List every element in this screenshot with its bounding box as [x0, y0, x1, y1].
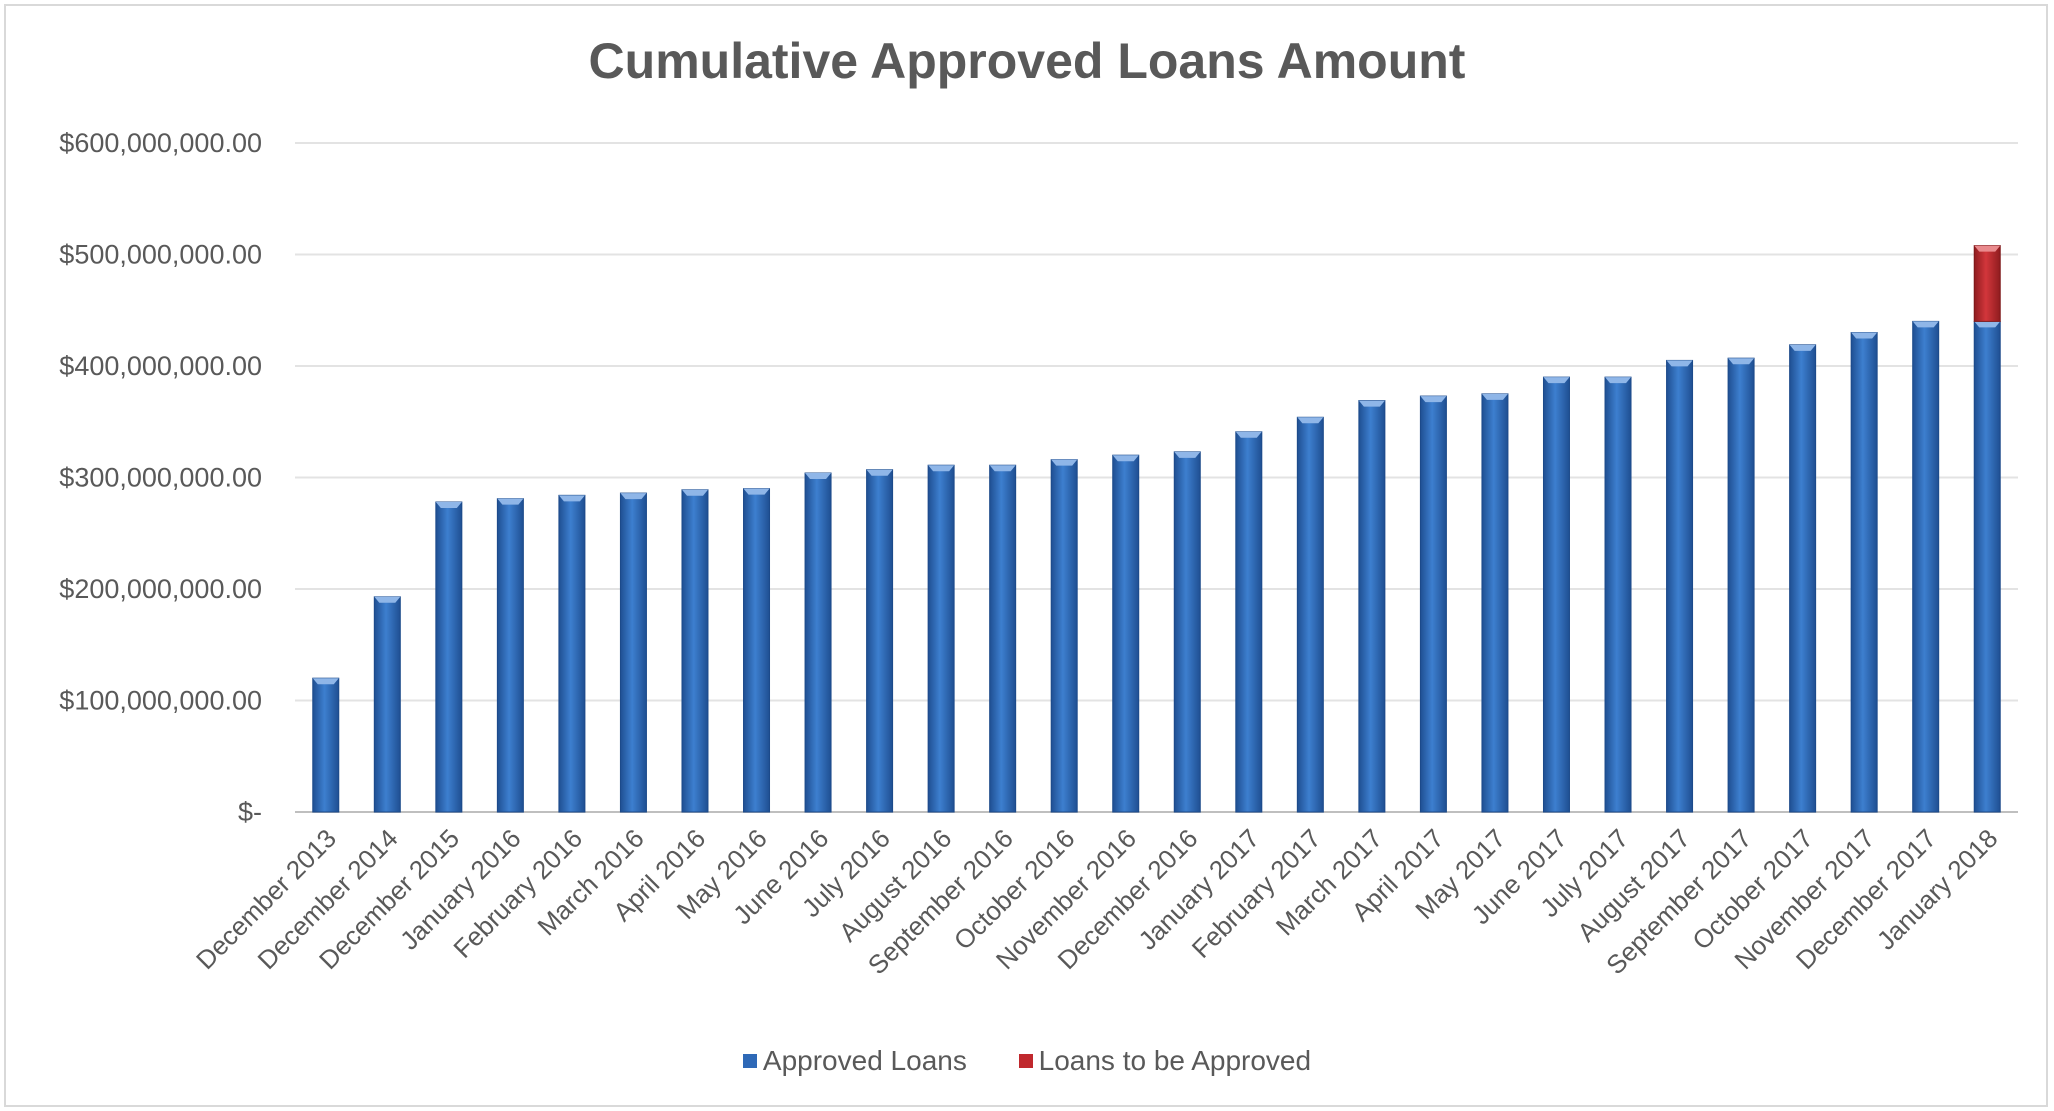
bar-approved-cap — [681, 489, 708, 496]
y-tick-label: $300,000,000.00 — [59, 463, 262, 493]
bar-approved — [1604, 376, 1632, 813]
bar-approved — [1050, 459, 1078, 813]
bar-approved — [1542, 376, 1570, 813]
bar-approved — [1973, 320, 2001, 813]
legend-label-approved: Approved Loans — [762, 1045, 967, 1076]
bar-approved — [1850, 332, 1878, 813]
bar-approved-cap — [1235, 431, 1262, 438]
bar-approved-cap — [558, 495, 585, 502]
legend-item-pending: Loans to be Approved — [1018, 1045, 1312, 1077]
bar-approved-cap — [1051, 459, 1078, 466]
bar-approved-cap — [435, 502, 462, 509]
bar-approved — [435, 501, 463, 813]
gridlines — [295, 142, 2018, 813]
bars — [312, 245, 2001, 813]
bar-approved — [1112, 454, 1140, 813]
bar-approved — [1727, 357, 1755, 813]
y-tick-label: $500,000,000.00 — [59, 240, 262, 270]
bar-approved-cap — [1358, 400, 1385, 407]
y-tick-label: $100,000,000.00 — [59, 686, 262, 716]
bar-approved — [1358, 400, 1386, 813]
bar-approved-cap — [1605, 377, 1632, 384]
bar-approved — [619, 492, 647, 813]
bar-approved-cap — [1112, 455, 1139, 462]
bar-approved-cap — [312, 678, 339, 685]
bar-approved — [927, 464, 955, 813]
bar-to-be-approved — [1973, 245, 2001, 322]
bar-approved-cap — [805, 473, 832, 480]
chart-title: Cumulative Approved Loans Amount — [588, 33, 1466, 89]
legend: Approved Loans Loans to be Approved — [0, 1043, 2054, 1077]
legend-label-pending: Loans to be Approved — [1038, 1045, 1312, 1076]
bar-approved — [1173, 451, 1201, 813]
bar-approved-cap — [1420, 396, 1447, 403]
y-tick-label: $600,000,000.00 — [59, 128, 262, 158]
bar-approved — [681, 489, 709, 813]
bar-approved-cap — [1789, 344, 1816, 351]
bar-approved — [866, 469, 894, 813]
legend-item-approved: Approved Loans — [742, 1045, 967, 1077]
bar-approved — [743, 488, 771, 813]
bar-approved — [312, 677, 340, 813]
bar-approved-cap — [989, 465, 1016, 472]
y-tick-label: $200,000,000.00 — [59, 574, 262, 604]
bar-approved — [373, 596, 401, 813]
bar-approved-cap — [1974, 321, 2001, 328]
bar-approved — [1789, 344, 1817, 813]
bar-approved-cap — [620, 493, 647, 500]
bar-approved-cap — [866, 469, 893, 476]
legend-swatch-pending — [1018, 1054, 1033, 1068]
bar-approved — [1419, 395, 1447, 813]
bar-approved — [804, 472, 832, 813]
bar-approved-cap — [1297, 417, 1324, 424]
bar-approved-cap — [1912, 321, 1939, 328]
bar-approved — [1666, 359, 1694, 813]
bar-approved — [558, 494, 586, 813]
bar-approved — [1296, 416, 1324, 813]
y-tick-label: $400,000,000.00 — [59, 351, 262, 381]
y-tick-label: $- — [238, 797, 262, 827]
legend-swatch-approved — [742, 1054, 757, 1068]
bar-approved-cap — [1481, 393, 1508, 400]
bar-approved-cap — [1174, 451, 1201, 458]
bar-approved-cap — [374, 596, 401, 603]
bar-approved-cap — [1666, 360, 1693, 367]
bar-approved-cap — [1728, 358, 1755, 365]
bar-approved — [1235, 431, 1263, 813]
bar-approved-cap — [1543, 377, 1570, 384]
bar-approved — [1912, 320, 1940, 813]
bar-approved-cap — [1851, 332, 1878, 339]
bar-to-be-approved-cap — [1974, 245, 2001, 252]
bar-approved-cap — [928, 465, 955, 472]
bar-approved-cap — [743, 488, 770, 495]
bar-approved — [989, 464, 1017, 813]
bar-approved-cap — [497, 498, 524, 505]
chart-frame — [4, 4, 2048, 1107]
bar-approved — [1481, 393, 1509, 813]
bar-approved — [496, 498, 524, 813]
y-axis-ticks: $- $100,000,000.00 $200,000,000.00 $300,000… — [59, 128, 262, 827]
